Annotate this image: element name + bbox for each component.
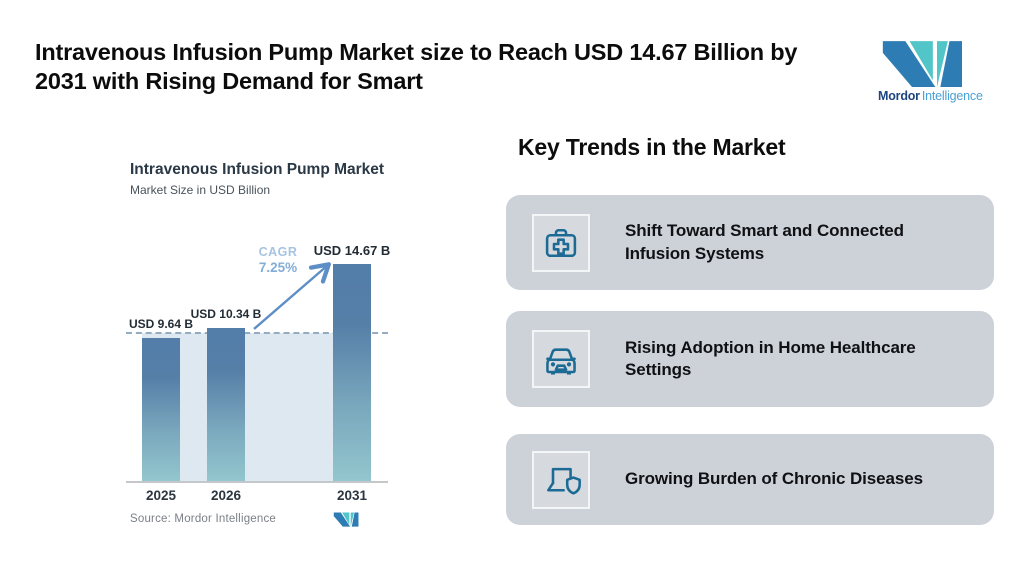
chart-subtitle: Market Size in USD Billion	[130, 183, 271, 197]
mordor-mini-logo-icon	[333, 511, 359, 527]
logo-word-intelligence: Intelligence	[921, 89, 983, 103]
bar-2025	[142, 338, 180, 481]
x-axis-label: 2031	[336, 488, 368, 503]
bar-2031	[333, 263, 371, 481]
bar-value-label: USD 10.34 B	[190, 306, 262, 321]
cagr-label: CAGR	[258, 245, 298, 259]
dashed-baseline	[126, 332, 388, 335]
chart-title: Intravenous Infusion Pump Market	[130, 161, 385, 178]
page-title-line-1: Intravenous Infusion Pump Market size to…	[35, 39, 798, 65]
trend-card-text: Rising Adoption in Home Healthcare Setti…	[625, 337, 916, 379]
logo-word-mordor: Mordor	[878, 89, 920, 103]
laptop-shield-icon	[547, 467, 581, 495]
first-aid-kit-icon	[545, 228, 577, 257]
page-title-line-2: 2031 with Rising Demand for Smart	[35, 68, 423, 94]
icon-tile	[532, 450, 590, 509]
logo-wordmark: Mordor Intelligence	[878, 89, 983, 103]
trend-card-home-healthcare: Rising Adoption in Home Healthcare Setti…	[506, 311, 994, 407]
icon-tile	[532, 213, 590, 272]
page-title: Intravenous Infusion Pump Market size to…	[35, 38, 880, 96]
chart-source: Source: Mordor Intelligence	[130, 513, 277, 525]
trend-card-chronic-diseases: Growing Burden of Chronic Diseases	[506, 434, 994, 525]
mordor-logo-mark-icon	[880, 37, 964, 87]
mordor-intelligence-logo: Mordor Intelligence	[878, 37, 983, 103]
trend-band	[142, 333, 371, 481]
car-icon	[546, 348, 576, 375]
bar-chart-plot-area: CAGR 7.25% USD 9.64 B 2025 USD 10.34 B 2026…	[126, 240, 390, 503]
icon-tile	[532, 330, 590, 388]
bar-value-label: USD 14.67 B	[313, 242, 391, 258]
trend-card-text: Shift Toward Smart and Connected Infusio…	[625, 221, 904, 263]
trends-heading: Key Trends in the Market	[518, 134, 786, 160]
trend-card-smart-connected: Shift Toward Smart and Connected Infusio…	[506, 195, 994, 290]
x-axis-label: 2025	[145, 488, 177, 503]
bar-2026	[207, 327, 245, 481]
bar-value-label: USD 9.64 B	[128, 317, 194, 332]
cagr-value: 7.25%	[258, 260, 298, 275]
trend-card-text: Growing Burden of Chronic Diseases	[625, 469, 923, 489]
x-axis-label: 2026	[210, 488, 242, 503]
